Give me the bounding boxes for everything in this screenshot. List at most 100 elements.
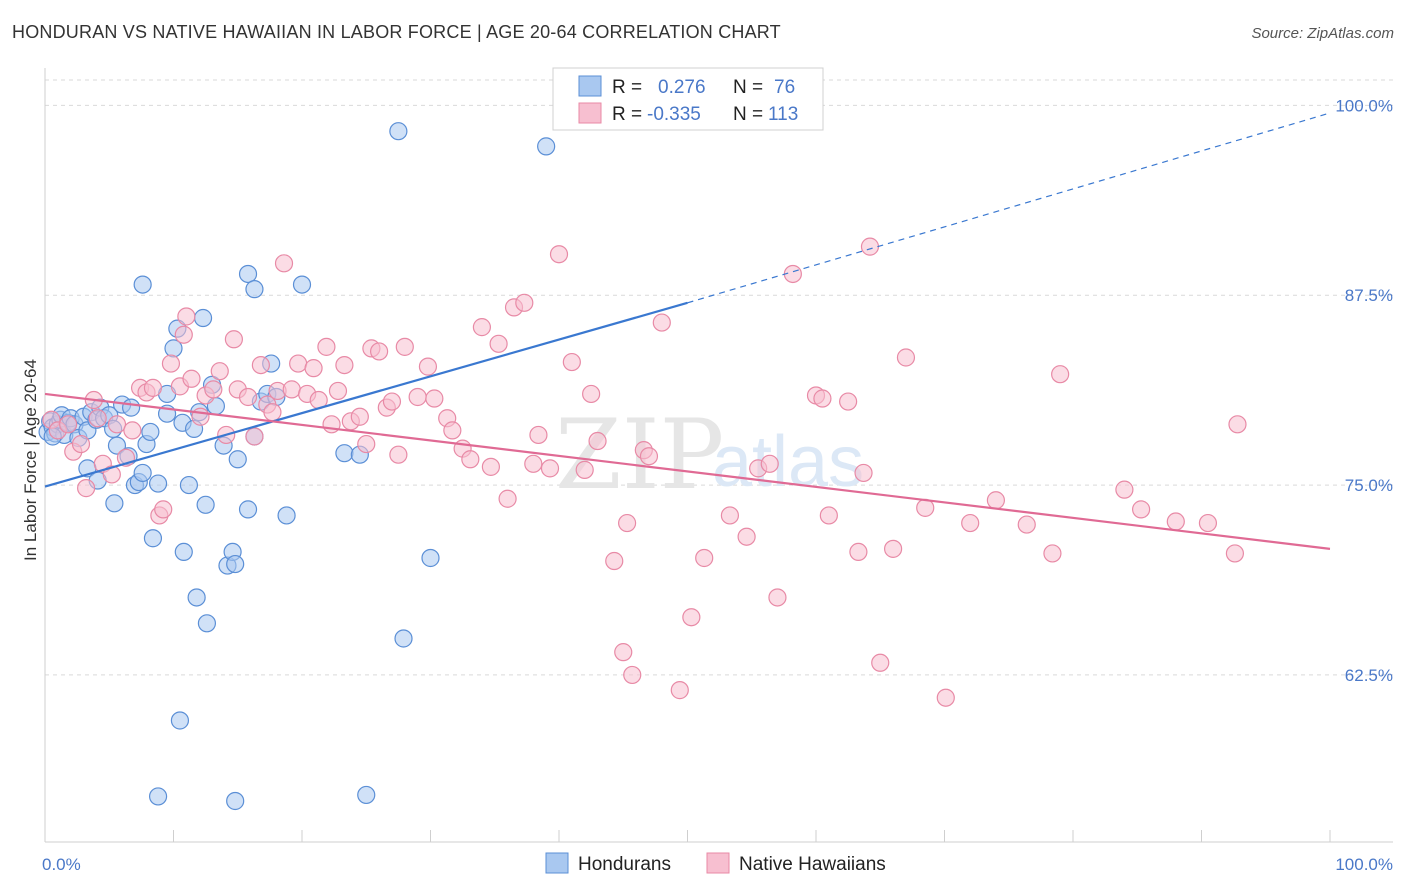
honduran-point-23 <box>121 398 141 417</box>
hawaiian-point-69 <box>529 425 548 445</box>
hawaiian-point-44 <box>328 381 348 401</box>
hawaiian-point-34 <box>263 403 282 422</box>
honduran-point-20 <box>107 436 127 455</box>
hawaiian-point-97 <box>854 463 873 483</box>
hawaiian-point-71 <box>549 245 569 264</box>
hawaiian-point-84 <box>682 608 701 627</box>
hawaiian-point-7 <box>88 409 107 428</box>
hawaiian-point-31 <box>245 427 264 446</box>
hondurans-swatch <box>578 75 602 97</box>
hawaiian-point-4 <box>71 434 91 454</box>
hawaiian-point-102 <box>916 498 935 517</box>
honduran-point-72 <box>133 275 152 294</box>
hawaiian-point-114 <box>1228 415 1247 434</box>
hawaiian-point-94 <box>819 506 838 525</box>
honduran-point-56 <box>394 629 413 648</box>
honduran-point-71 <box>245 280 264 299</box>
honduran-point-45 <box>238 500 258 519</box>
hawaiian-point-85 <box>695 548 714 568</box>
honduran-point-55 <box>389 122 408 141</box>
hawaiian-point-48 <box>357 434 376 454</box>
honduran-point-73 <box>174 542 193 562</box>
hawaiian-point-101 <box>896 348 916 367</box>
hawaiian-point-64 <box>489 334 508 353</box>
honduran-point-61 <box>143 529 163 548</box>
hawaiian-point-45 <box>335 355 354 375</box>
hawaiian-point-67 <box>515 293 534 312</box>
hawaiian-point-26 <box>210 362 229 381</box>
y-tick-labels: 62.5% 75.0% 87.5% 100.0% <box>1335 96 1393 685</box>
axes <box>44 68 1393 843</box>
honduran-point-74 <box>537 137 556 156</box>
trend-lines <box>44 112 1331 550</box>
honduran-point-62 <box>170 711 190 730</box>
legend-hawaiians-label: Native Hawaiians <box>739 854 886 875</box>
hawaiian-point-73 <box>575 460 594 479</box>
hawaiian-point-40 <box>304 359 323 378</box>
hawaiian-point-5 <box>77 479 96 498</box>
hawaiian-point-78 <box>618 513 637 533</box>
hawaiian-point-75 <box>588 431 607 451</box>
hawaiian-point-47 <box>350 407 369 426</box>
y-axis-label: In Labor Force | Age 20-64 <box>21 359 40 561</box>
hawaiian-point-99 <box>871 653 890 672</box>
hawaiian-point-52 <box>382 392 402 411</box>
series-legend: Hondurans Native Hawaiians <box>545 852 886 875</box>
hawaiian-point-65 <box>498 489 517 508</box>
hawaiians-points <box>42 237 1247 707</box>
honduran-point-44 <box>228 450 247 469</box>
hawaiian-point-22 <box>182 369 201 388</box>
hawaiian-point-95 <box>839 392 858 411</box>
hawaiian-point-10 <box>107 415 127 434</box>
y-tick-label-2: 87.5% <box>1345 286 1393 305</box>
hawaiian-point-20 <box>174 325 193 344</box>
y-tick-label-3: 100.0% <box>1335 96 1393 115</box>
hawaiian-point-61 <box>461 450 480 469</box>
honduran-point-65 <box>357 785 376 805</box>
hawaiian-point-2 <box>59 415 78 434</box>
honduran-point-53 <box>335 444 354 463</box>
hawaiians-r-value: -0.335 <box>647 104 701 125</box>
hawaiian-point-111 <box>1166 512 1185 531</box>
hawaiian-point-107 <box>1043 544 1062 563</box>
source-label: Source: ZipAtlas.com <box>1251 25 1394 42</box>
hawaiian-point-18 <box>161 354 181 373</box>
hawaiian-point-87 <box>737 527 756 546</box>
chart-title: HONDURAN VS NATIVE HAWAIIAN IN LABOR FOR… <box>12 22 781 42</box>
hawaiian-point-15 <box>143 378 163 397</box>
honduran-point-43 <box>226 554 245 574</box>
hawaiian-point-93 <box>813 389 832 408</box>
hawaiian-point-30 <box>238 387 258 407</box>
hawaiian-point-105 <box>986 491 1006 510</box>
honduran-point-60 <box>105 494 124 513</box>
hawaiian-point-82 <box>652 313 671 332</box>
hawaiian-point-25 <box>204 380 223 399</box>
hawaiian-point-54 <box>395 337 414 356</box>
y-tick-label-1: 75.0% <box>1345 476 1393 495</box>
hawaiian-point-28 <box>224 330 243 349</box>
hondurans-n-label: N = <box>733 77 763 98</box>
hondurans-points <box>38 122 556 811</box>
honduran-point-28 <box>141 422 160 442</box>
honduran-point-64 <box>226 791 245 811</box>
honduran-point-57 <box>421 548 440 568</box>
hawaiian-point-104 <box>961 513 980 533</box>
honduran-point-37 <box>196 495 215 514</box>
hawaiian-point-42 <box>317 337 336 356</box>
hawaiian-point-74 <box>582 384 601 404</box>
legend-hondurans-swatch <box>545 852 569 874</box>
honduran-point-63 <box>148 787 168 806</box>
hawaiians-n-value: 113 <box>768 104 798 125</box>
hondurans-trend-extension <box>687 112 1331 304</box>
watermark: ZIP atlas <box>555 399 864 511</box>
hondurans-trend-line <box>44 301 688 488</box>
x-tick-labels: 0.0% 100.0% <box>42 855 1393 874</box>
hawaiian-point-59 <box>443 421 462 440</box>
hawaiian-point-86 <box>720 506 740 525</box>
honduran-point-52 <box>292 275 312 294</box>
hawaiian-point-79 <box>623 665 642 685</box>
hawaiian-point-70 <box>540 459 560 478</box>
honduran-point-29 <box>148 474 168 493</box>
hawaiian-point-90 <box>768 588 787 607</box>
